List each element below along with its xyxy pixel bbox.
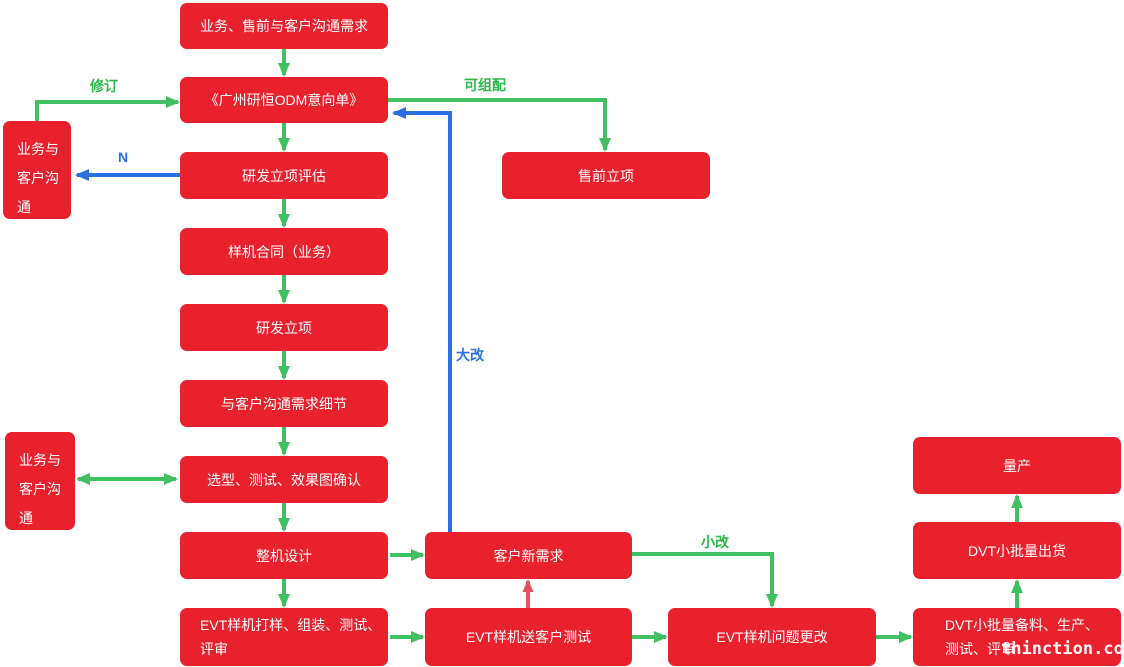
edge-label-configurable: 可组配 <box>464 77 506 93</box>
edge-label-revise: 修订 <box>90 78 118 94</box>
node-presales-project[interactable]: 售前立项 <box>502 152 710 199</box>
edge-newreq-to-evtfix <box>632 552 778 608</box>
node-customer-new-req[interactable]: 客户新需求 <box>425 532 632 579</box>
edge-revise-to-odm <box>35 96 180 121</box>
node-dvt-ship[interactable]: DVT小批量出货 <box>913 522 1121 579</box>
node-comm-left-top[interactable]: 业务与 客户沟 通 <box>3 121 71 219</box>
node-evt-build[interactable]: EVT样机打样、组装、测试、 评审 <box>180 608 388 666</box>
node-sample-contract[interactable]: 样机合同（业务） <box>180 228 388 275</box>
edge-label-major-change: 大改 <box>456 347 484 363</box>
node-dvt-prep[interactable]: DVT小批量备料、生产、 测试、评审 <box>913 608 1121 666</box>
node-selection-confirm[interactable]: 选型、测试、效果图确认 <box>180 456 388 503</box>
node-rd-project[interactable]: 研发立项 <box>180 304 388 351</box>
node-evt-customer-test[interactable]: EVT样机送客户测试 <box>425 608 632 666</box>
node-comm-details[interactable]: 与客户沟通需求细节 <box>180 380 388 427</box>
edge-label-minor-change: 小改 <box>701 534 729 550</box>
watermark-text: thinction.com <box>1001 639 1124 659</box>
edge-label-n: N <box>118 149 129 165</box>
edge-newreq-major-to-odm <box>392 107 452 532</box>
node-evt-issue-fix[interactable]: EVT样机问题更改 <box>668 608 876 666</box>
node-machine-design[interactable]: 整机设计 <box>180 532 388 579</box>
node-comm-left-mid[interactable]: 业务与 客户沟 通 <box>5 432 75 530</box>
node-rd-eval[interactable]: 研发立项评估 <box>180 152 388 199</box>
node-odm-intent[interactable]: 《广州研恒ODM意向单》 <box>180 77 388 123</box>
node-top-demand[interactable]: 业务、售前与客户沟通需求 <box>180 3 388 49</box>
edge-odm-to-presales <box>388 98 611 152</box>
node-mass-production[interactable]: 量产 <box>913 437 1121 494</box>
